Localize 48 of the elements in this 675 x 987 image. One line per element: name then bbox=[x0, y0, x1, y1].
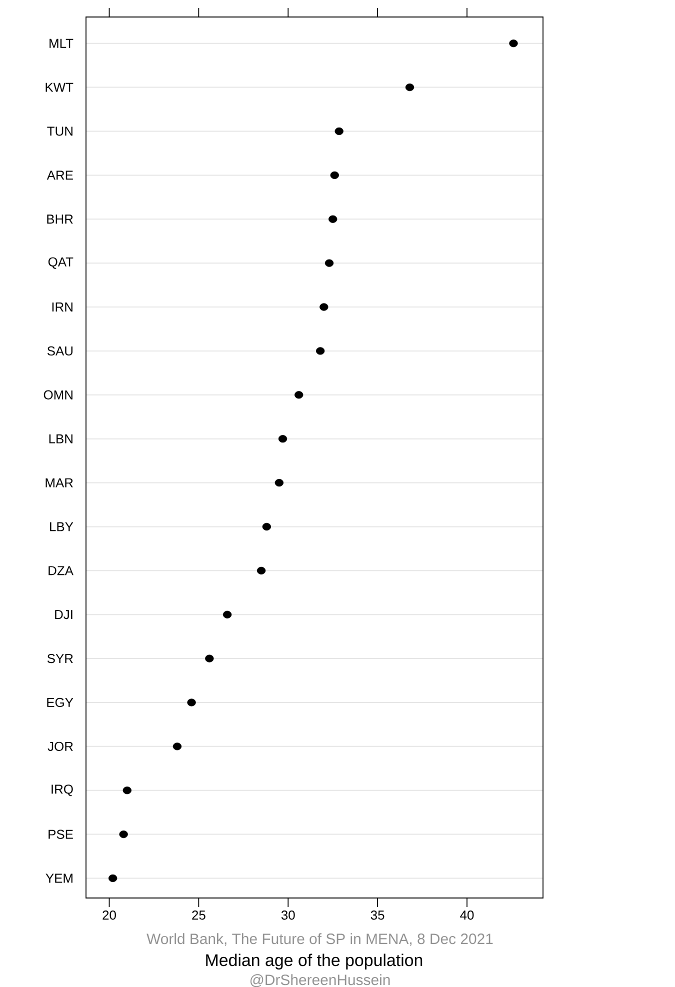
y-tick-label: PSE bbox=[48, 830, 73, 839]
y-tick-label: TUN bbox=[47, 126, 72, 136]
text: World Bank, The Future of SP in MENA, 8 Dec 2021 bbox=[146, 933, 493, 946]
x-tick-label: 35 bbox=[370, 910, 384, 920]
y-tick-label: MLT bbox=[50, 38, 74, 48]
y-tick-label: IRQ bbox=[52, 784, 73, 796]
y-tick-label: JOR bbox=[48, 742, 73, 751]
x-tick-label: 20 bbox=[102, 910, 116, 920]
point bbox=[324, 259, 334, 267]
y-tick-label: OMN bbox=[44, 390, 72, 400]
y-tick-label: SYR bbox=[47, 654, 73, 664]
point bbox=[294, 391, 304, 399]
y-tick-label: DJI bbox=[55, 610, 72, 620]
x-tick-label: 30 bbox=[281, 910, 295, 920]
point bbox=[256, 566, 266, 574]
y-tick-label: LBY bbox=[50, 522, 74, 532]
point bbox=[334, 127, 344, 136]
x-axis-title: Median age of the population bbox=[206, 954, 422, 970]
y-tick-label: YEM bbox=[46, 874, 72, 883]
point bbox=[328, 215, 338, 223]
y-tick-label: MAR bbox=[46, 478, 73, 488]
x-tick-label: 25 bbox=[192, 910, 206, 920]
point bbox=[262, 522, 271, 531]
point bbox=[108, 874, 118, 882]
y-tick-label: KWT bbox=[46, 82, 74, 92]
y-tick-label: IRN bbox=[52, 302, 72, 312]
point bbox=[278, 435, 288, 443]
x-tick-label: 40 bbox=[460, 910, 474, 920]
point bbox=[122, 786, 132, 794]
y-tick-label: SAU bbox=[47, 346, 72, 356]
y-tick-label: LBN bbox=[49, 434, 72, 444]
point bbox=[274, 478, 284, 487]
text: @DrShereenHussein bbox=[250, 974, 390, 987]
point bbox=[119, 830, 128, 838]
point bbox=[205, 654, 214, 662]
point bbox=[172, 742, 182, 750]
point bbox=[509, 40, 518, 48]
point bbox=[320, 303, 328, 311]
y-tick-label: BHR bbox=[47, 214, 73, 224]
point bbox=[222, 610, 232, 618]
y-tick-label: EGY bbox=[47, 698, 74, 708]
point bbox=[187, 698, 196, 706]
point bbox=[405, 84, 414, 92]
y-tick-label: QAT bbox=[48, 257, 74, 269]
y-tick-label: DZA bbox=[48, 566, 74, 576]
point bbox=[316, 347, 325, 355]
point bbox=[330, 171, 339, 179]
y-tick-label: ARE bbox=[46, 170, 73, 180]
